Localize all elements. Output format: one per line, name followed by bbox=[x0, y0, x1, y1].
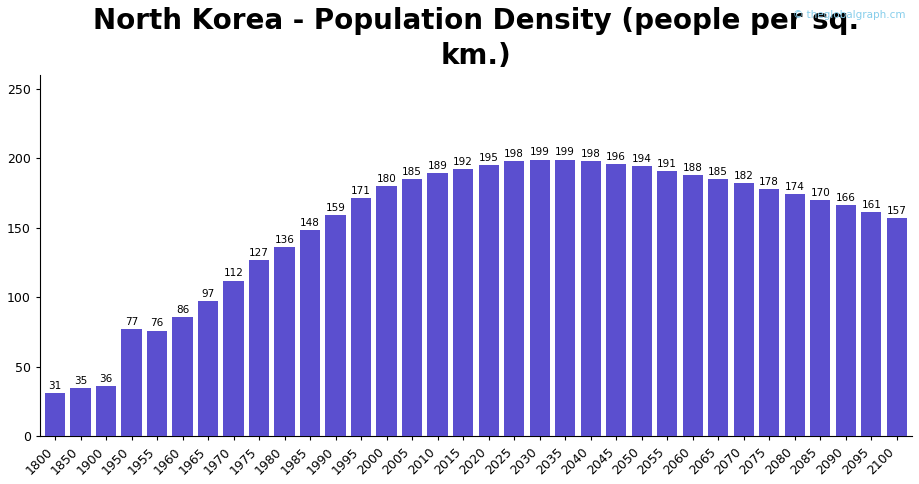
Text: 171: 171 bbox=[351, 186, 371, 197]
Text: 185: 185 bbox=[709, 167, 728, 177]
Bar bbox=[504, 161, 525, 436]
Bar bbox=[529, 160, 550, 436]
Text: 136: 136 bbox=[275, 235, 295, 245]
Bar bbox=[249, 259, 269, 436]
Text: 159: 159 bbox=[325, 203, 346, 213]
Bar bbox=[275, 247, 295, 436]
Bar bbox=[45, 393, 65, 436]
Text: 185: 185 bbox=[403, 167, 422, 177]
Text: 36: 36 bbox=[99, 374, 113, 384]
Text: 188: 188 bbox=[683, 163, 703, 173]
Text: 77: 77 bbox=[125, 317, 138, 327]
Bar bbox=[173, 317, 193, 436]
Text: 182: 182 bbox=[733, 171, 754, 181]
Text: 35: 35 bbox=[74, 376, 87, 386]
Bar bbox=[71, 388, 91, 436]
Bar bbox=[402, 179, 423, 436]
Text: 195: 195 bbox=[479, 153, 499, 163]
Text: 191: 191 bbox=[657, 159, 677, 168]
Text: 198: 198 bbox=[581, 149, 601, 159]
Bar bbox=[300, 230, 321, 436]
Text: 161: 161 bbox=[861, 200, 881, 210]
Text: 189: 189 bbox=[427, 161, 448, 171]
Text: 157: 157 bbox=[887, 206, 907, 216]
Bar bbox=[887, 218, 907, 436]
Text: 192: 192 bbox=[453, 157, 473, 167]
Text: 86: 86 bbox=[176, 304, 189, 315]
Bar bbox=[147, 331, 167, 436]
Bar bbox=[810, 200, 831, 436]
Text: © theglobalgraph.cm: © theglobalgraph.cm bbox=[793, 10, 905, 20]
Text: 97: 97 bbox=[201, 289, 215, 299]
Text: 112: 112 bbox=[223, 269, 244, 278]
Bar bbox=[121, 329, 142, 436]
Text: 194: 194 bbox=[631, 154, 652, 165]
Bar bbox=[325, 215, 346, 436]
Bar bbox=[453, 169, 473, 436]
Text: 166: 166 bbox=[835, 193, 856, 203]
Bar bbox=[479, 165, 499, 436]
Bar bbox=[377, 186, 397, 436]
Text: 199: 199 bbox=[555, 148, 575, 157]
Bar bbox=[657, 171, 677, 436]
Text: 127: 127 bbox=[249, 247, 269, 257]
Bar bbox=[708, 179, 729, 436]
Bar bbox=[198, 302, 219, 436]
Bar bbox=[631, 166, 652, 436]
Bar bbox=[606, 164, 627, 436]
Text: 178: 178 bbox=[759, 177, 779, 187]
Text: 174: 174 bbox=[785, 182, 805, 192]
Bar bbox=[427, 173, 448, 436]
Bar bbox=[683, 175, 703, 436]
Bar bbox=[835, 205, 856, 436]
Text: 76: 76 bbox=[151, 318, 164, 329]
Title: North Korea - Population Density (people per sq.
km.): North Korea - Population Density (people… bbox=[93, 7, 859, 70]
Text: 180: 180 bbox=[377, 174, 397, 184]
Bar bbox=[785, 194, 805, 436]
Bar bbox=[759, 189, 779, 436]
Bar bbox=[555, 160, 575, 436]
Text: 148: 148 bbox=[301, 218, 320, 228]
Text: 170: 170 bbox=[811, 188, 830, 198]
Text: 198: 198 bbox=[505, 149, 524, 159]
Bar bbox=[223, 281, 244, 436]
Bar bbox=[861, 212, 881, 436]
Text: 196: 196 bbox=[607, 151, 626, 162]
Text: 199: 199 bbox=[529, 148, 550, 157]
Text: 31: 31 bbox=[49, 381, 62, 391]
Bar bbox=[96, 386, 117, 436]
Bar bbox=[581, 161, 601, 436]
Bar bbox=[351, 198, 371, 436]
Bar bbox=[733, 183, 754, 436]
